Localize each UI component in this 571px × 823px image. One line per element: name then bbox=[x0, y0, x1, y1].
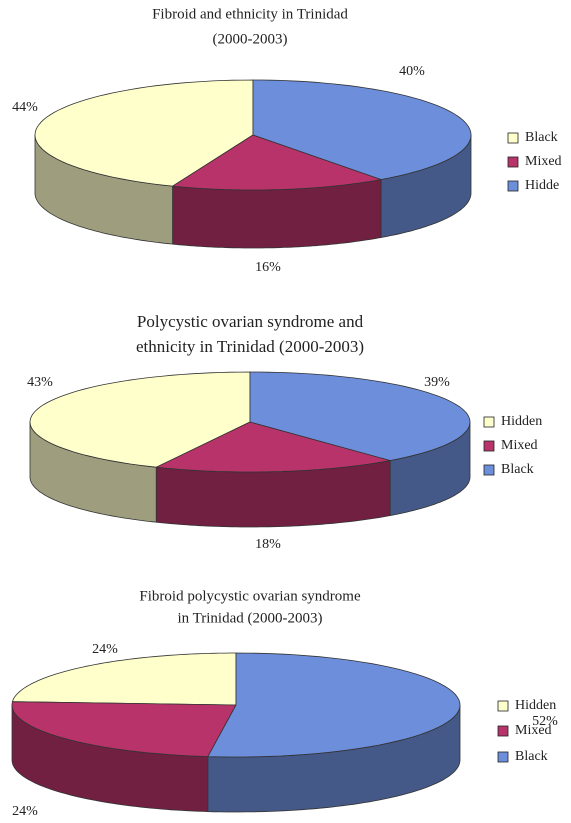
data-label: 52% bbox=[532, 714, 558, 729]
legend-label: Black bbox=[501, 462, 534, 477]
data-label: 18% bbox=[255, 537, 281, 552]
slice bbox=[171, 134, 382, 191]
data-label: 40% bbox=[399, 64, 425, 79]
data-label: 24% bbox=[12, 804, 38, 819]
legend-label: Black bbox=[525, 130, 558, 145]
legend-swatch bbox=[497, 700, 509, 712]
slice bbox=[154, 421, 391, 473]
legend-swatch bbox=[497, 751, 509, 763]
chart-title: Fibroid and ethnicity in Trinidad bbox=[152, 6, 348, 22]
data-label: 16% bbox=[255, 260, 281, 275]
data-label: 39% bbox=[424, 375, 450, 390]
legend-swatch bbox=[483, 440, 495, 452]
legend-label: Hidden bbox=[501, 414, 542, 429]
slice bbox=[252, 79, 472, 180]
legend-swatch bbox=[507, 132, 519, 144]
data-label: 43% bbox=[27, 375, 53, 390]
chart-title: Polycystic ovarian syndrome and bbox=[137, 312, 364, 331]
chart-title: ethnicity in Trinidad (2000-2003) bbox=[136, 337, 364, 356]
slice bbox=[29, 371, 251, 468]
legend-label: Hidden bbox=[515, 698, 556, 713]
legend-swatch bbox=[483, 416, 495, 428]
slice bbox=[11, 701, 237, 758]
slice bbox=[207, 652, 461, 758]
legend-label: Mixed bbox=[525, 154, 562, 169]
chart-title: (2000-2003) bbox=[213, 31, 288, 47]
legend-swatch bbox=[483, 464, 495, 476]
legend-swatch bbox=[507, 180, 519, 192]
legend-label: Mixed bbox=[501, 438, 538, 453]
chart-title: in Trinidad (2000-2003) bbox=[177, 610, 322, 626]
legend-label: Mixed bbox=[515, 723, 552, 738]
data-label: 24% bbox=[92, 642, 118, 657]
legend-label: Black bbox=[515, 749, 548, 764]
chart-title: Fibroid polycystic ovarian syndrome bbox=[139, 588, 361, 604]
data-label: 44% bbox=[12, 100, 38, 115]
slice bbox=[249, 371, 471, 461]
legend-swatch bbox=[507, 156, 519, 168]
slice bbox=[34, 79, 254, 187]
legend-label: Hidde bbox=[525, 178, 559, 193]
legend-swatch bbox=[497, 725, 509, 737]
slice bbox=[11, 652, 237, 706]
